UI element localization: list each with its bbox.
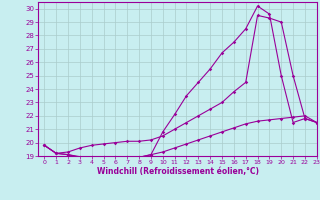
X-axis label: Windchill (Refroidissement éolien,°C): Windchill (Refroidissement éolien,°C): [97, 167, 259, 176]
